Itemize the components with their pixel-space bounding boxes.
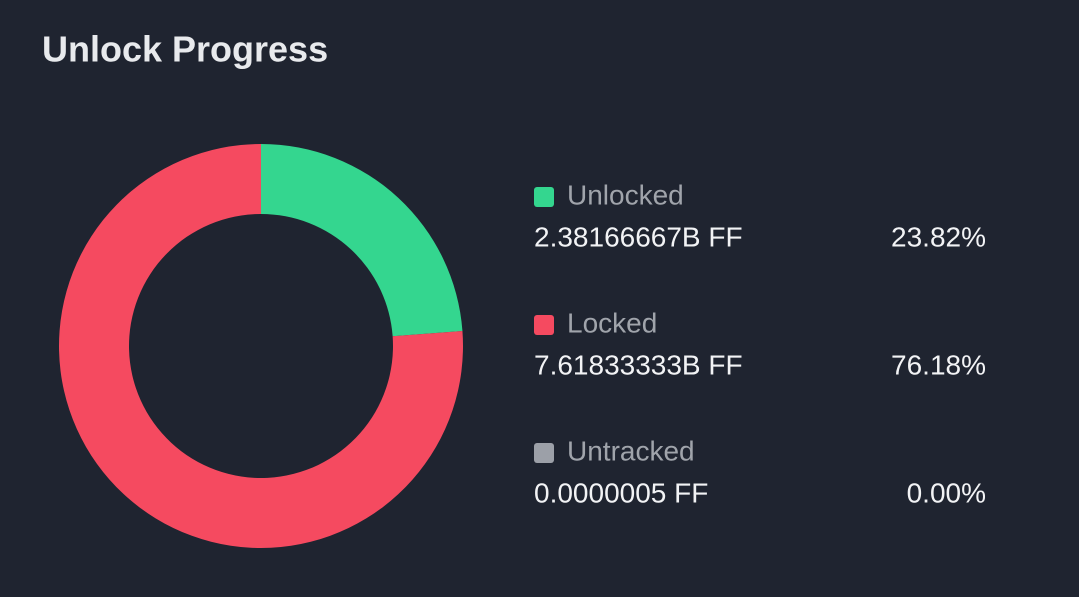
percent-label: 0.00% (907, 477, 986, 508)
amount-label: 7.61833333B FF (534, 349, 743, 380)
donut-slice (261, 144, 463, 337)
percent-label: 76.18% (891, 349, 986, 380)
legend-swatch (534, 443, 554, 463)
donut-slice (58, 144, 463, 548)
legend-swatch (534, 315, 554, 335)
amount-label: 0.0000005 FF (534, 477, 708, 508)
chart-title: Unlock Progress (42, 29, 328, 70)
legend-label: Untracked (567, 435, 695, 466)
legend-label: Unlocked (567, 179, 684, 210)
legend-label: Locked (567, 307, 657, 338)
legend-swatch (534, 187, 554, 207)
amount-label: 2.38166667B FF (534, 221, 743, 252)
percent-label: 23.82% (891, 221, 986, 252)
